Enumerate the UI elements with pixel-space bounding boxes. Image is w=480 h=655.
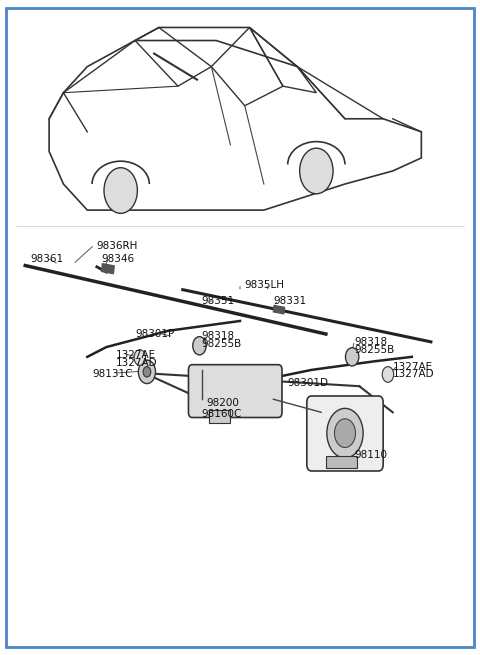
- Circle shape: [327, 408, 363, 458]
- Text: 1327AE: 1327AE: [393, 362, 433, 371]
- Text: 98318: 98318: [202, 331, 235, 341]
- Text: 98351: 98351: [202, 297, 235, 307]
- Text: 98200: 98200: [206, 398, 240, 407]
- Bar: [274, 305, 285, 314]
- Text: 98255B: 98255B: [202, 339, 242, 349]
- Text: 9836RH: 9836RH: [97, 241, 138, 251]
- Text: 98160C: 98160C: [202, 409, 242, 419]
- Circle shape: [138, 360, 156, 384]
- Bar: [102, 264, 114, 274]
- Text: 98110: 98110: [355, 450, 387, 460]
- Circle shape: [382, 367, 394, 383]
- Text: 98255B: 98255B: [355, 345, 395, 354]
- Circle shape: [335, 419, 356, 447]
- Circle shape: [300, 148, 333, 194]
- Text: 98318: 98318: [355, 337, 388, 347]
- Circle shape: [143, 367, 151, 377]
- Text: 98131C: 98131C: [92, 369, 132, 379]
- Circle shape: [104, 168, 137, 214]
- Circle shape: [193, 337, 206, 355]
- Circle shape: [134, 350, 145, 365]
- Text: 1327AD: 1327AD: [116, 358, 157, 367]
- Bar: [209, 410, 230, 423]
- Text: 98331: 98331: [274, 297, 307, 307]
- Text: 1327AD: 1327AD: [393, 369, 434, 379]
- Text: 1327AE: 1327AE: [116, 350, 156, 360]
- Text: 98301D: 98301D: [288, 378, 329, 388]
- Text: 9835LH: 9835LH: [245, 280, 285, 290]
- FancyBboxPatch shape: [307, 396, 383, 471]
- FancyBboxPatch shape: [189, 365, 282, 417]
- Circle shape: [346, 348, 359, 366]
- Bar: [326, 456, 357, 468]
- Text: 98346: 98346: [102, 254, 135, 264]
- Text: 98301P: 98301P: [135, 329, 174, 339]
- Text: 98361: 98361: [30, 254, 63, 264]
